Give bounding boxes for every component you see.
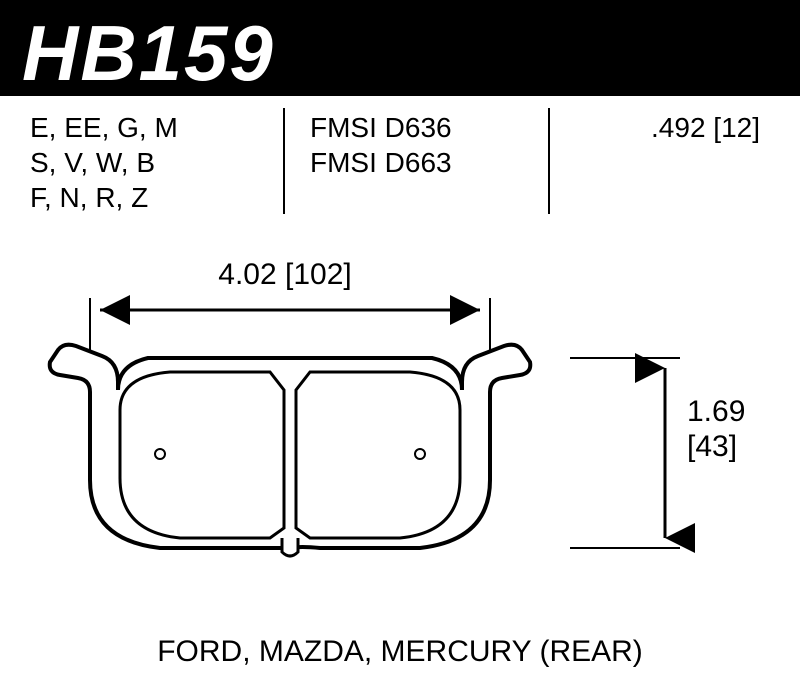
compound-codes: E, EE, G, M S, V, W, B F, N, R, Z: [30, 110, 280, 215]
divider-2: [548, 108, 550, 214]
rivet-hole: [415, 449, 425, 459]
thickness-spec: .492 [12]: [580, 110, 760, 145]
height-mm: 43: [695, 430, 728, 463]
rivet-hole: [155, 449, 165, 459]
center-slot: [282, 538, 298, 556]
brake-pad-diagram: 4.02 [102] 1.69 [43]: [0, 240, 800, 610]
width-mm: 102: [293, 258, 343, 291]
part-number: HB159: [22, 8, 275, 99]
width-dimension-label: 4.02 [102]: [0, 258, 570, 292]
width-inches: 4.02: [218, 258, 276, 291]
divider-1: [283, 108, 285, 214]
height-inches: 1.69: [687, 395, 745, 428]
application-label: FORD, MAZDA, MERCURY (REAR): [0, 635, 800, 669]
brake-pad-svg: [0, 240, 800, 610]
spec-row: E, EE, G, M S, V, W, B F, N, R, Z FMSI D…: [0, 110, 800, 220]
fmsi-codes: FMSI D636 FMSI D663: [310, 110, 510, 180]
height-dimension-label: 1.69 [43]: [687, 395, 782, 464]
